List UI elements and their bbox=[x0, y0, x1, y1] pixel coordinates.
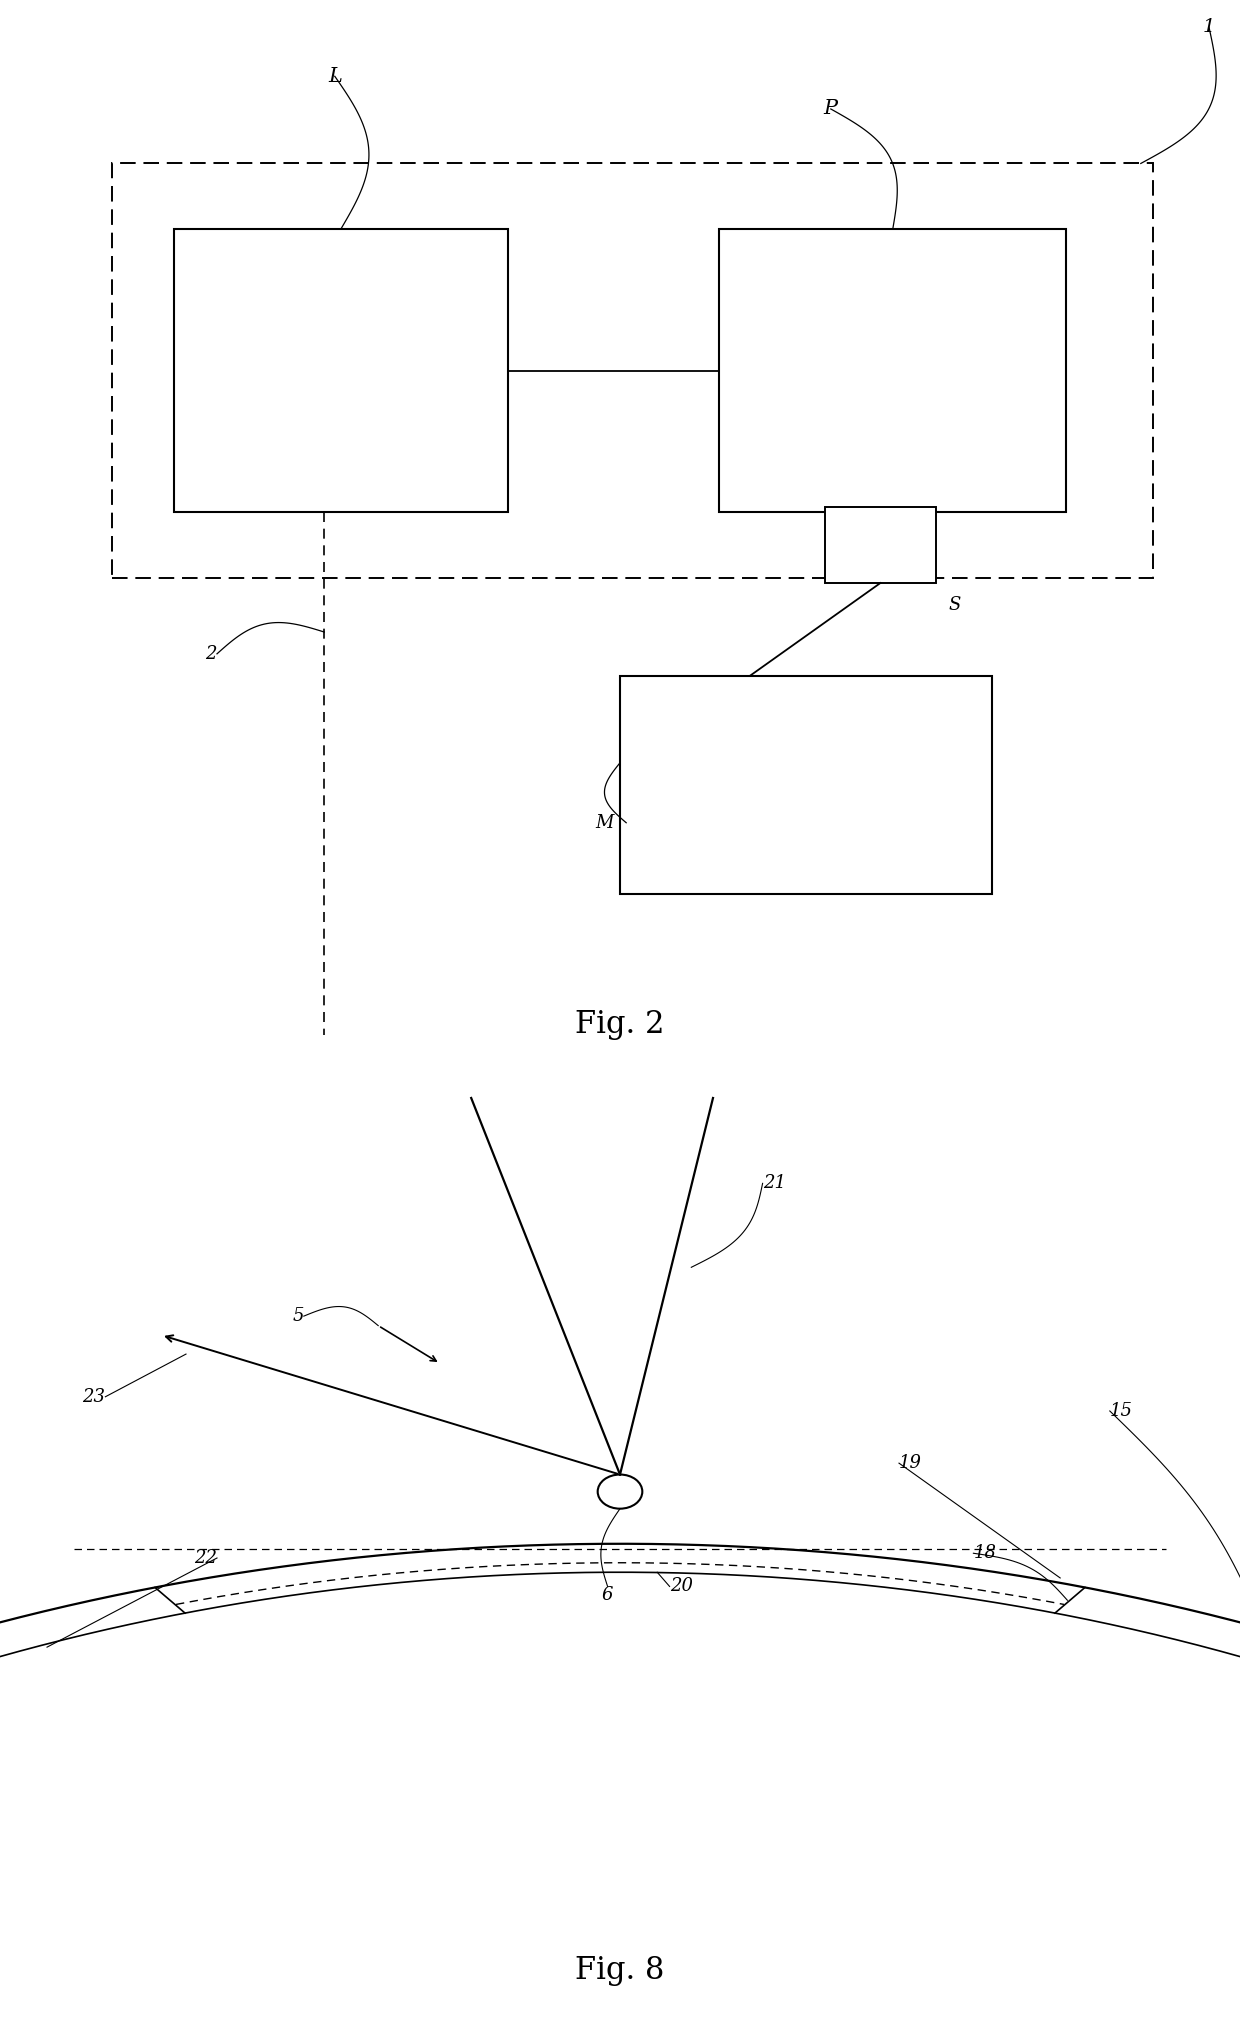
Text: Fig. 2: Fig. 2 bbox=[575, 1009, 665, 1039]
Bar bbox=[825, 507, 936, 583]
Text: 23: 23 bbox=[82, 1388, 105, 1407]
Text: 18: 18 bbox=[973, 1544, 997, 1562]
Text: L: L bbox=[327, 67, 342, 87]
Text: 1: 1 bbox=[1203, 18, 1215, 36]
Text: 19: 19 bbox=[899, 1455, 923, 1473]
Text: M: M bbox=[595, 813, 614, 831]
Bar bbox=[112, 163, 1153, 577]
Text: 15: 15 bbox=[1110, 1403, 1133, 1421]
Bar bbox=[174, 228, 508, 513]
Text: P: P bbox=[823, 99, 838, 119]
Text: 5: 5 bbox=[293, 1308, 304, 1326]
Text: 21: 21 bbox=[763, 1174, 786, 1193]
Bar bbox=[620, 676, 992, 894]
Text: 20: 20 bbox=[670, 1578, 693, 1596]
Bar bbox=[719, 228, 1066, 513]
Text: 22: 22 bbox=[193, 1550, 217, 1568]
Text: Fig. 8: Fig. 8 bbox=[575, 1955, 665, 1986]
Text: 2: 2 bbox=[206, 646, 217, 662]
Text: 6: 6 bbox=[601, 1586, 614, 1604]
Text: S: S bbox=[949, 595, 961, 613]
